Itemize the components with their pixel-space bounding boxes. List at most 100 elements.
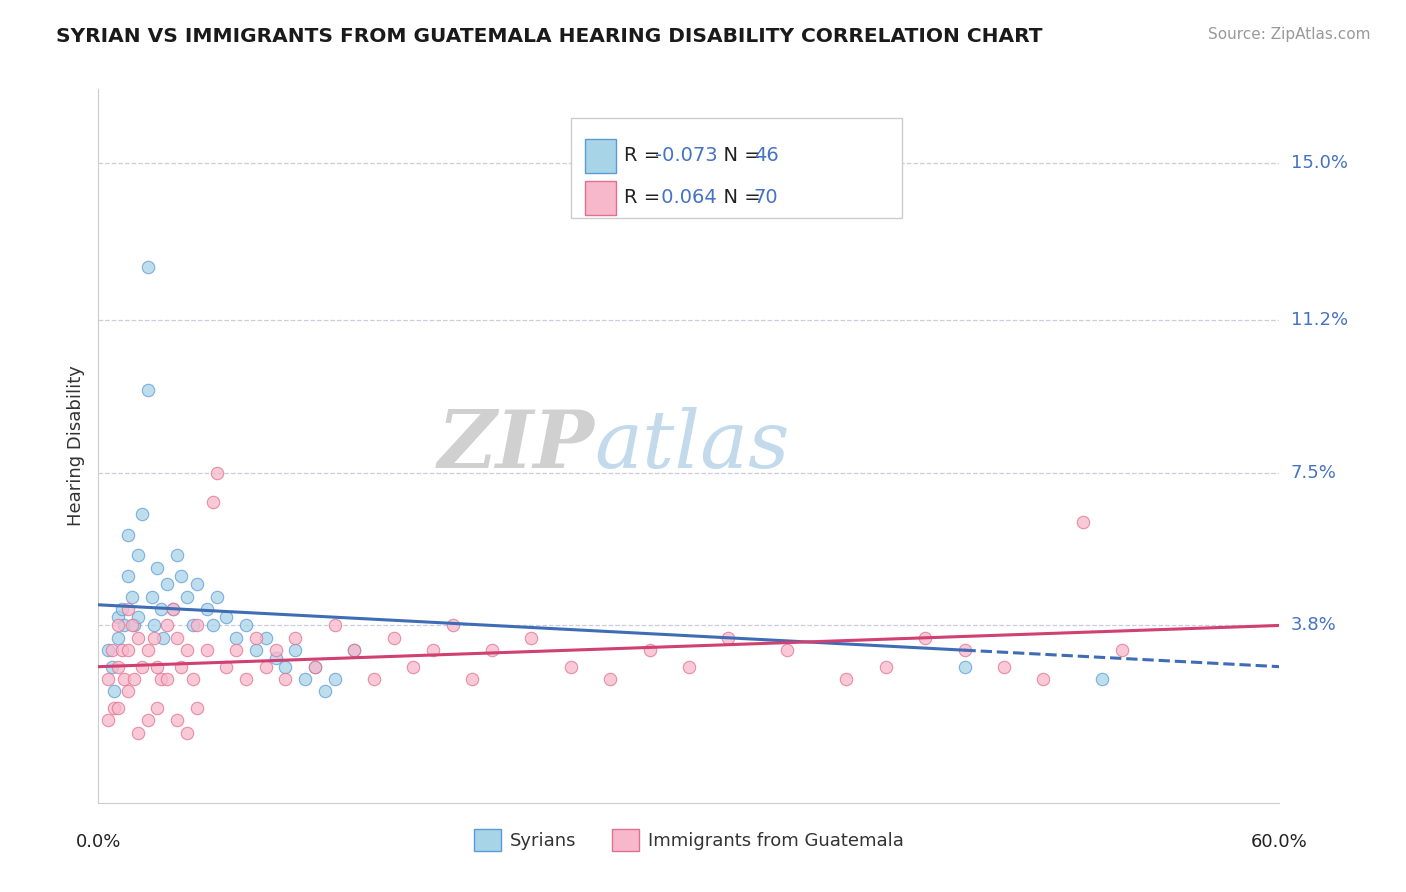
Point [215, 610, 238, 624]
Text: N =: N = [711, 146, 768, 165]
Point [599, 672, 621, 686]
Point [136, 384, 159, 398]
Point [103, 701, 125, 715]
Text: SYRIAN VS IMMIGRANTS FROM GUATEMALA HEARING DISABILITY CORRELATION CHART: SYRIAN VS IMMIGRANTS FROM GUATEMALA HEAR… [56, 27, 1043, 45]
Point [111, 602, 134, 616]
Point [156, 672, 179, 686]
Point [201, 494, 224, 508]
Point [107, 631, 129, 645]
Point [97, 672, 120, 686]
Text: 7.5%: 7.5% [1291, 464, 1337, 482]
Point [1032, 672, 1054, 686]
Point [422, 643, 444, 657]
Point [304, 659, 326, 673]
Point [953, 643, 976, 657]
Point [323, 672, 346, 686]
Point [166, 631, 188, 645]
Point [101, 643, 124, 657]
Point [117, 527, 139, 541]
Point [127, 725, 149, 739]
Text: 11.2%: 11.2% [1291, 311, 1348, 329]
Point [382, 631, 405, 645]
Point [127, 631, 149, 645]
Point [107, 659, 129, 673]
Text: R =: R = [624, 146, 666, 165]
Point [170, 659, 193, 673]
Point [481, 643, 503, 657]
Point [97, 643, 120, 657]
Point [131, 659, 153, 673]
Text: -0.073: -0.073 [655, 146, 718, 165]
Point [520, 631, 543, 645]
Point [150, 672, 173, 686]
Point [264, 643, 287, 657]
Point [186, 701, 208, 715]
Point [284, 631, 307, 645]
Point [112, 672, 135, 686]
Text: R =: R = [624, 188, 666, 207]
Point [117, 569, 139, 583]
Point [181, 672, 204, 686]
Point [111, 643, 134, 657]
Point [304, 659, 326, 673]
Point [136, 643, 159, 657]
Point [176, 643, 198, 657]
Point [560, 659, 582, 673]
Point [1071, 516, 1094, 530]
Point [205, 466, 228, 480]
Y-axis label: Hearing Disability: Hearing Disability [66, 366, 84, 526]
Point [264, 651, 287, 665]
Point [1091, 672, 1114, 686]
Point [107, 618, 129, 632]
Point [323, 618, 346, 632]
Point [117, 643, 139, 657]
Point [205, 590, 228, 604]
Text: 46: 46 [754, 146, 779, 165]
Point [363, 672, 385, 686]
Point [122, 618, 145, 632]
Point [274, 659, 297, 673]
Point [131, 507, 153, 521]
Point [215, 659, 238, 673]
Point [146, 659, 169, 673]
Point [127, 549, 149, 563]
Point [141, 590, 163, 604]
Point [201, 618, 224, 632]
Point [1111, 643, 1133, 657]
Point [717, 631, 740, 645]
Text: ZIP: ZIP [437, 408, 595, 484]
Point [103, 684, 125, 698]
Point [176, 590, 198, 604]
Legend: Syrians, Immigrants from Guatemala: Syrians, Immigrants from Guatemala [467, 822, 911, 858]
Point [117, 602, 139, 616]
Point [122, 672, 145, 686]
Point [343, 643, 366, 657]
Point [166, 549, 188, 563]
Point [142, 618, 165, 632]
Point [107, 610, 129, 624]
Point [162, 602, 184, 616]
Point [678, 659, 700, 673]
Point [402, 659, 425, 673]
Point [993, 659, 1015, 673]
Text: N =: N = [711, 188, 768, 207]
Point [186, 577, 208, 591]
Point [127, 610, 149, 624]
Point [776, 643, 799, 657]
Point [107, 701, 129, 715]
Point [101, 659, 124, 673]
Point [914, 631, 936, 645]
Text: 60.0%: 60.0% [1251, 833, 1308, 851]
Point [146, 560, 169, 574]
Point [225, 631, 247, 645]
Point [136, 714, 159, 728]
Point [235, 672, 257, 686]
Point [152, 631, 174, 645]
Point [112, 618, 135, 632]
Point [254, 659, 277, 673]
Point [142, 631, 165, 645]
Point [170, 569, 193, 583]
Point [284, 643, 307, 657]
Text: 3.8%: 3.8% [1291, 616, 1336, 634]
Point [150, 602, 173, 616]
